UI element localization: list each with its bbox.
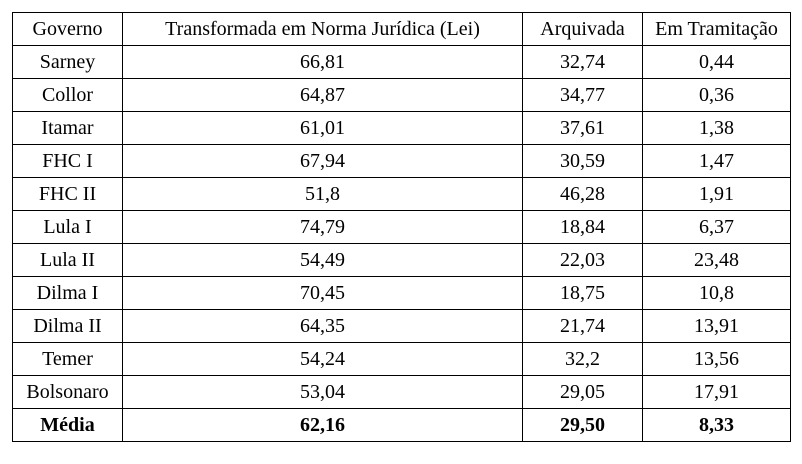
header-governo: Governo: [12, 12, 123, 46]
cell-lei: 61,01: [122, 111, 523, 145]
cell-arquivada: 37,61: [522, 111, 643, 145]
cell-arquivada: 32,2: [522, 342, 643, 376]
cell-governo: FHC I: [12, 144, 123, 178]
table-row: Lula I 74,79 18,84 6,37: [12, 210, 791, 244]
cell-governo: Dilma II: [12, 309, 123, 343]
cell-arquivada: 18,84: [522, 210, 643, 244]
cell-lei: 54,49: [122, 243, 523, 277]
summary-em-tramitacao: 8,33: [642, 408, 791, 442]
table-row: Itamar 61,01 37,61 1,38: [12, 111, 791, 145]
cell-em-tramitacao: 1,38: [642, 111, 791, 145]
table-row: Collor 64,87 34,77 0,36: [12, 78, 791, 112]
cell-em-tramitacao: 13,56: [642, 342, 791, 376]
cell-em-tramitacao: 6,37: [642, 210, 791, 244]
cell-lei: 74,79: [122, 210, 523, 244]
header-lei: Transformada em Norma Jurídica (Lei): [122, 12, 523, 46]
cell-em-tramitacao: 1,47: [642, 144, 791, 178]
cell-governo: Itamar: [12, 111, 123, 145]
cell-arquivada: 22,03: [522, 243, 643, 277]
table-row: FHC I 67,94 30,59 1,47: [12, 144, 791, 178]
cell-governo: Bolsonaro: [12, 375, 123, 409]
cell-arquivada: 18,75: [522, 276, 643, 310]
cell-arquivada: 30,59: [522, 144, 643, 178]
cell-em-tramitacao: 23,48: [642, 243, 791, 277]
table-row: Lula II 54,49 22,03 23,48: [12, 243, 791, 277]
cell-em-tramitacao: 17,91: [642, 375, 791, 409]
cell-em-tramitacao: 1,91: [642, 177, 791, 211]
cell-em-tramitacao: 10,8: [642, 276, 791, 310]
header-arquivada: Arquivada: [522, 12, 643, 46]
cell-lei: 70,45: [122, 276, 523, 310]
summary-arquivada: 29,50: [522, 408, 643, 442]
cell-lei: 53,04: [122, 375, 523, 409]
cell-governo: Sarney: [12, 45, 123, 79]
cell-governo: Collor: [12, 78, 123, 112]
cell-arquivada: 32,74: [522, 45, 643, 79]
summary-label: Média: [12, 408, 123, 442]
cell-em-tramitacao: 13,91: [642, 309, 791, 343]
cell-arquivada: 34,77: [522, 78, 643, 112]
cell-arquivada: 29,05: [522, 375, 643, 409]
table-row: Dilma II 64,35 21,74 13,91: [12, 309, 791, 343]
cell-em-tramitacao: 0,44: [642, 45, 791, 79]
cell-lei: 67,94: [122, 144, 523, 178]
cell-governo: Lula I: [12, 210, 123, 244]
cell-em-tramitacao: 0,36: [642, 78, 791, 112]
summary-row: Média 62,16 29,50 8,33: [12, 408, 791, 442]
cell-arquivada: 46,28: [522, 177, 643, 211]
cell-lei: 66,81: [122, 45, 523, 79]
table-row: FHC II 51,8 46,28 1,91: [12, 177, 791, 211]
cell-lei: 54,24: [122, 342, 523, 376]
cell-governo: Lula II: [12, 243, 123, 277]
cell-governo: Temer: [12, 342, 123, 376]
cell-governo: Dilma I: [12, 276, 123, 310]
table-header-row: Governo Transformada em Norma Jurídica (…: [12, 12, 791, 46]
header-em-tramitacao: Em Tramitação: [642, 12, 791, 46]
table-row: Temer 54,24 32,2 13,56: [12, 342, 791, 376]
summary-lei: 62,16: [122, 408, 523, 442]
table-row: Dilma I 70,45 18,75 10,8: [12, 276, 791, 310]
cell-lei: 64,87: [122, 78, 523, 112]
cell-arquivada: 21,74: [522, 309, 643, 343]
cell-lei: 64,35: [122, 309, 523, 343]
table-row: Bolsonaro 53,04 29,05 17,91: [12, 375, 791, 409]
cell-lei: 51,8: [122, 177, 523, 211]
results-table: Governo Transformada em Norma Jurídica (…: [12, 12, 791, 442]
cell-governo: FHC II: [12, 177, 123, 211]
table-row: Sarney 66,81 32,74 0,44: [12, 45, 791, 79]
